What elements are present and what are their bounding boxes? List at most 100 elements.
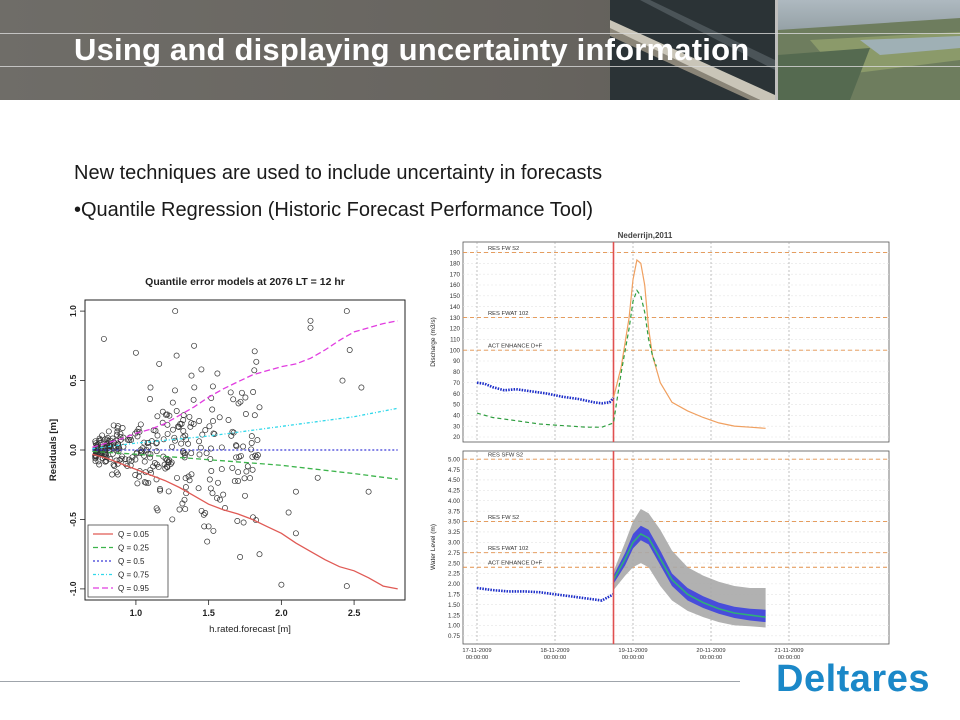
chart1-point (169, 516, 176, 523)
deltares-logo: Deltares (776, 658, 930, 700)
chart1-point (96, 461, 103, 468)
chart1-point (190, 396, 197, 403)
chart1-point (128, 457, 135, 464)
chart1-point (248, 440, 255, 446)
chart1-point (187, 423, 194, 430)
chart1-point (92, 438, 99, 445)
chart1-point (105, 428, 112, 435)
chart1-point (145, 479, 152, 486)
chart3-y-tick-label: 2.25 (448, 571, 461, 578)
chart3-y-tick-label: 5.00 (448, 456, 461, 463)
chart1-point (202, 510, 209, 516)
chart1-point (173, 408, 180, 414)
chart1-point (117, 430, 124, 437)
chart1-y-axis-label: Residuals [m] (48, 419, 59, 481)
chart1-point (148, 438, 155, 445)
chart1-point (137, 421, 144, 428)
chart1-point (119, 425, 126, 431)
chart1-point (206, 423, 213, 430)
chart1-point (346, 347, 353, 353)
chart2-y-tick-label: 30 (453, 423, 460, 430)
chart1-point (143, 479, 150, 486)
chart2-y-tick-label: 170 (450, 271, 461, 278)
chart1-x-tick-label: 2.5 (348, 608, 361, 618)
chart1-point (153, 461, 160, 468)
chart1-point (307, 317, 314, 324)
chart1-point (248, 433, 255, 440)
chart3-x-tick-date: 17-11-2009 (462, 648, 491, 654)
chart1-point (215, 479, 221, 486)
chart1-point (237, 452, 244, 459)
chart1-point (217, 496, 223, 503)
chart1-point (154, 413, 161, 420)
chart1-point (252, 452, 259, 459)
chart1-point (198, 507, 205, 514)
body-text-intro: New techniques are used to include uncer… (74, 162, 603, 184)
chart1-point (254, 437, 261, 444)
chart1-point (225, 417, 232, 423)
chart1-point (169, 399, 176, 406)
chart1-series-line (92, 320, 398, 448)
chart1-series-line (92, 453, 398, 590)
chart1-point (242, 411, 249, 417)
chart1-legend-label: Q = 0.05 (118, 530, 149, 539)
chart3-y-tick-label: 4.25 (448, 488, 461, 495)
chart2-y-tick-label: 160 (450, 282, 461, 289)
chart1-point (172, 437, 178, 444)
chart1-y-tick-label: -1.0 (68, 581, 78, 596)
chart1-series-line (92, 450, 398, 480)
chart1-point (110, 461, 117, 468)
chart1-point (165, 488, 172, 495)
water-level-chart: 5.00 4.75 4.50 4.25 4.00 3.75 3.50 3.25 3.00 2.75… (430, 450, 890, 661)
chart1-point (182, 475, 189, 482)
chart1-point (180, 448, 186, 455)
chart1-point (169, 443, 175, 450)
chart1-point (231, 478, 238, 485)
chart1-point (208, 468, 215, 474)
chart1-legend-label: Q = 0.5 (118, 557, 145, 566)
chart1-x-tick-label: 2.0 (275, 608, 288, 618)
chart3-y-axis-label: Water Level (m) (430, 524, 437, 570)
chart1-point (229, 464, 236, 471)
chart1-point (343, 583, 350, 590)
chart1-x-tick-label: 1.0 (130, 608, 143, 618)
chart1-point (230, 396, 237, 403)
chart1-point (243, 468, 250, 475)
chart1-point (237, 554, 244, 560)
chart1-point (182, 484, 189, 491)
chart1-point (181, 496, 188, 503)
chart3-y-tick-label: 3.50 (448, 519, 461, 526)
chart1-point (188, 372, 195, 379)
chart1-y-tick-label: 1.0 (68, 305, 78, 317)
chart1-point (172, 387, 178, 394)
chart3-y-tick-label: 2.75 (448, 550, 461, 557)
chart3-x-tick-date: 18-11-2009 (540, 648, 569, 654)
chart3-y-tick-label: 1.75 (448, 591, 461, 598)
chart1-point (229, 428, 236, 435)
chart1-point (166, 412, 173, 419)
chart3-series (476, 451, 766, 644)
chart2-y-tick-label: 40 (453, 412, 460, 419)
quantile-error-chart: Quantile error models at 2076 LT = 12 hr… (48, 276, 406, 635)
chart1-point (214, 370, 221, 377)
chart1-point (235, 400, 242, 407)
chart1-point (195, 485, 202, 492)
chart1-point (152, 427, 159, 434)
chart1-point (210, 418, 216, 425)
chart1-point (256, 551, 263, 558)
chart1-point (93, 447, 100, 454)
chart1-point (139, 445, 146, 452)
chart2-series-line (476, 289, 657, 428)
chart1-point (249, 453, 256, 460)
chart1-point (238, 389, 245, 396)
chart1-point (164, 430, 171, 437)
chart1-point (141, 479, 148, 486)
chart1-x-axis-label: h.rated.forecast [m] (209, 624, 291, 635)
chart1-point (196, 438, 203, 445)
chart1-x-tick-label: 1.5 (202, 608, 215, 618)
chart2-threshold-label: RES FWAT 102 (488, 311, 528, 317)
chart1-point (251, 367, 258, 374)
chart3-y-tick-label: 1.50 (448, 602, 461, 609)
chart1-legend-label: Q = 0.95 (118, 584, 149, 593)
chart1-point (307, 324, 314, 331)
